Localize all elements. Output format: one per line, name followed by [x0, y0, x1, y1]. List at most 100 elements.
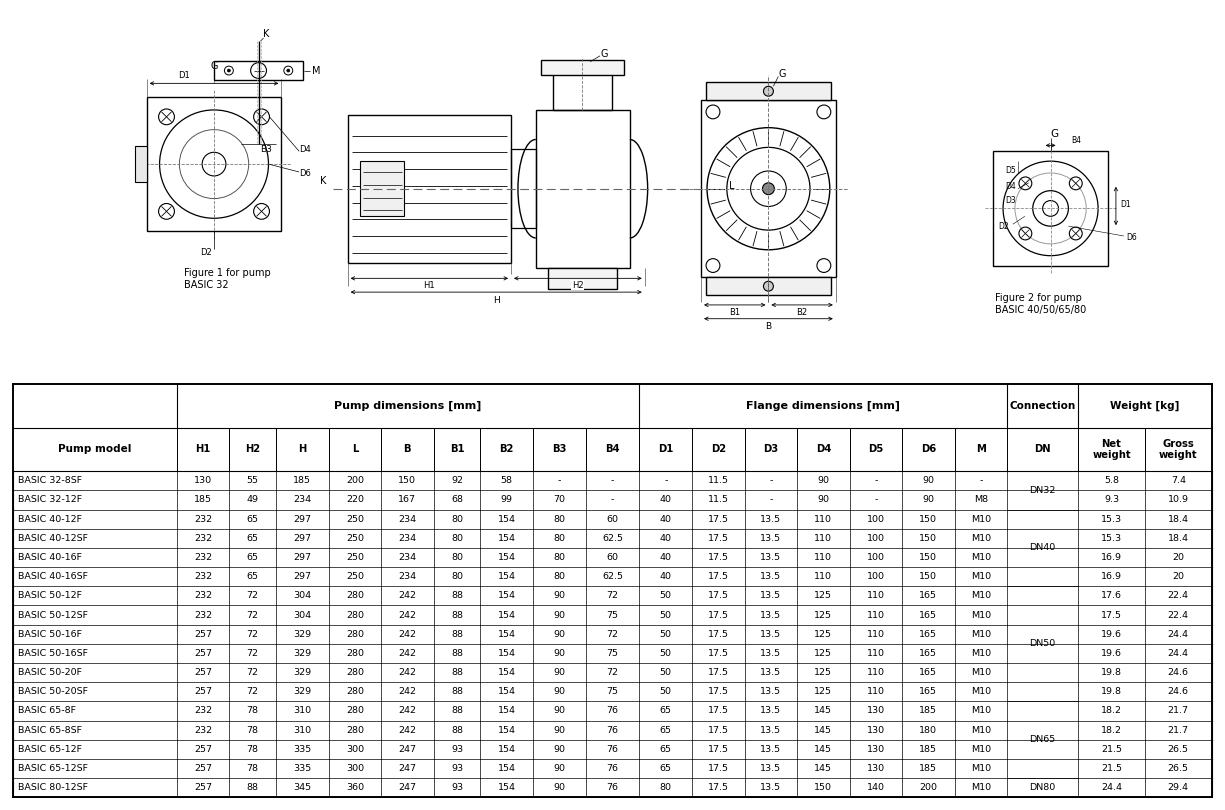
Text: 234: 234 [398, 553, 416, 562]
Text: 11.5: 11.5 [708, 496, 729, 505]
Text: 110: 110 [867, 629, 884, 639]
Text: D3: D3 [1006, 196, 1016, 205]
Text: 125: 125 [815, 688, 832, 697]
Text: 10.9: 10.9 [1167, 496, 1188, 505]
Text: 297: 297 [293, 572, 311, 582]
Text: 17.5: 17.5 [708, 668, 729, 677]
Text: D1: D1 [1121, 200, 1131, 209]
Text: D2: D2 [200, 248, 212, 258]
Text: 110: 110 [815, 514, 832, 523]
Text: 242: 242 [398, 668, 416, 677]
Text: 50: 50 [660, 688, 671, 697]
Text: 185: 185 [293, 476, 311, 485]
Text: 76: 76 [606, 726, 619, 735]
Text: 80: 80 [554, 572, 565, 582]
Text: 80: 80 [660, 783, 671, 792]
Text: Pump dimensions [mm]: Pump dimensions [mm] [334, 401, 481, 411]
Text: 150: 150 [920, 534, 937, 543]
Text: 13.5: 13.5 [761, 706, 782, 715]
Text: 13.5: 13.5 [761, 764, 782, 773]
Text: 72: 72 [606, 668, 619, 677]
Text: 257: 257 [194, 764, 212, 773]
Text: BASIC 50-16F: BASIC 50-16F [18, 629, 82, 639]
Text: 154: 154 [497, 514, 516, 523]
Text: 19.8: 19.8 [1101, 688, 1122, 697]
Text: 297: 297 [293, 553, 311, 562]
Text: 234: 234 [398, 534, 416, 543]
Text: BASIC 40-12SF: BASIC 40-12SF [18, 534, 88, 543]
Text: 310: 310 [293, 706, 311, 715]
Text: 72: 72 [606, 629, 619, 639]
Text: BASIC 65-8SF: BASIC 65-8SF [18, 726, 82, 735]
Text: Figure 1 for pump
BASIC 32: Figure 1 for pump BASIC 32 [184, 268, 271, 290]
Text: 90: 90 [922, 476, 935, 485]
Text: 93: 93 [451, 745, 463, 754]
Text: 247: 247 [398, 745, 416, 754]
Text: 257: 257 [194, 649, 212, 658]
Circle shape [287, 69, 290, 72]
Text: 110: 110 [815, 553, 832, 562]
Text: 130: 130 [194, 476, 212, 485]
Text: -: - [875, 496, 877, 505]
Text: 88: 88 [246, 783, 258, 792]
Text: 242: 242 [398, 726, 416, 735]
Text: 154: 154 [497, 688, 516, 697]
Text: 140: 140 [867, 783, 884, 792]
Text: 154: 154 [497, 572, 516, 582]
Text: D4: D4 [816, 445, 831, 454]
Text: 17.5: 17.5 [708, 688, 729, 697]
Text: 110: 110 [867, 591, 884, 600]
Text: 76: 76 [606, 783, 619, 792]
Text: 21.5: 21.5 [1101, 745, 1122, 754]
Text: M10: M10 [971, 783, 991, 792]
Text: 9.3: 9.3 [1104, 496, 1120, 505]
Text: 76: 76 [606, 706, 619, 715]
Text: 280: 280 [345, 649, 364, 658]
Text: B2: B2 [796, 309, 807, 318]
Circle shape [228, 69, 230, 72]
Bar [706, 83, 831, 100]
Text: 13.5: 13.5 [761, 688, 782, 697]
Text: 232: 232 [194, 591, 212, 600]
Text: 88: 88 [451, 688, 463, 697]
Text: M10: M10 [971, 553, 991, 562]
Text: 232: 232 [194, 514, 212, 523]
Text: 18.2: 18.2 [1101, 706, 1122, 715]
Bar [147, 97, 282, 231]
Text: 232: 232 [194, 534, 212, 543]
Text: 40: 40 [660, 534, 671, 543]
Circle shape [762, 183, 774, 194]
Text: B4: B4 [1072, 136, 1082, 145]
Text: B3: B3 [261, 145, 272, 154]
Text: 18.2: 18.2 [1101, 726, 1122, 735]
Text: 17.5: 17.5 [708, 611, 729, 620]
Text: 72: 72 [246, 629, 258, 639]
Text: 65: 65 [660, 764, 671, 773]
Text: 75: 75 [606, 611, 619, 620]
Text: 22.4: 22.4 [1167, 611, 1188, 620]
Text: M10: M10 [971, 726, 991, 735]
Text: M10: M10 [971, 611, 991, 620]
Text: 247: 247 [398, 783, 416, 792]
Text: 242: 242 [398, 591, 416, 600]
Text: 13.5: 13.5 [761, 783, 782, 792]
Text: 234: 234 [398, 514, 416, 523]
Text: 165: 165 [920, 649, 937, 658]
Text: 250: 250 [345, 534, 364, 543]
Text: L: L [352, 445, 358, 454]
Text: 242: 242 [398, 649, 416, 658]
Text: 242: 242 [398, 706, 416, 715]
Text: 154: 154 [497, 706, 516, 715]
Text: 280: 280 [345, 706, 364, 715]
Text: 19.6: 19.6 [1101, 629, 1122, 639]
Text: 200: 200 [920, 783, 937, 792]
Text: Flange dimensions [mm]: Flange dimensions [mm] [746, 401, 900, 411]
Text: 13.5: 13.5 [761, 745, 782, 754]
Text: M10: M10 [971, 572, 991, 582]
Bar [552, 70, 612, 110]
Text: 99: 99 [501, 496, 513, 505]
Text: 17.5: 17.5 [708, 553, 729, 562]
Text: 100: 100 [867, 553, 884, 562]
Bar [540, 60, 624, 75]
Text: 65: 65 [246, 572, 258, 582]
